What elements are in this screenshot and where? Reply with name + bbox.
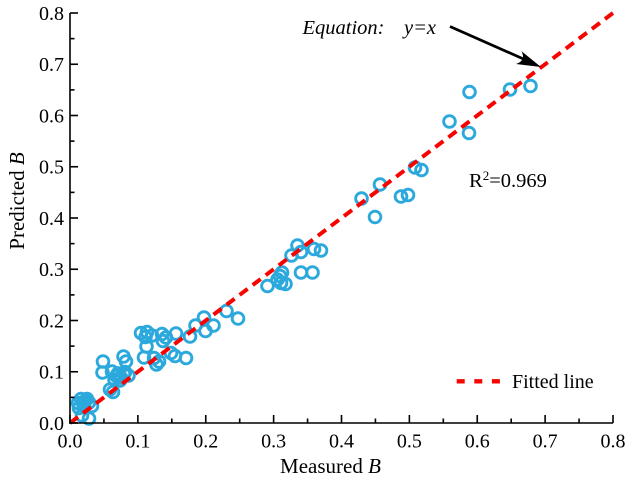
svg-text:0.1: 0.1 — [39, 362, 64, 384]
svg-text:0.2: 0.2 — [39, 310, 64, 332]
svg-text:0.2: 0.2 — [193, 431, 218, 453]
svg-text:0.8: 0.8 — [39, 3, 64, 25]
svg-text:R2=0.969: R2=0.969 — [469, 168, 547, 192]
svg-text:0.6: 0.6 — [465, 431, 490, 453]
svg-text:0.3: 0.3 — [261, 431, 286, 453]
svg-text:0.7: 0.7 — [39, 54, 64, 76]
svg-text:y=x: y=x — [402, 17, 436, 39]
svg-text:Predicted B: Predicted B — [5, 152, 29, 250]
svg-text:0.3: 0.3 — [39, 259, 64, 281]
svg-text:Fitted line: Fitted line — [512, 371, 594, 393]
svg-text:0.5: 0.5 — [397, 431, 422, 453]
svg-text:0.0: 0.0 — [39, 413, 64, 435]
svg-text:0.4: 0.4 — [329, 431, 354, 453]
svg-text:0.5: 0.5 — [39, 157, 64, 179]
svg-text:Equation:: Equation: — [302, 17, 385, 39]
svg-text:0.0: 0.0 — [58, 431, 83, 453]
svg-text:Measured B: Measured B — [280, 454, 381, 478]
svg-text:0.7: 0.7 — [533, 431, 558, 453]
svg-text:0.4: 0.4 — [39, 208, 64, 230]
svg-text:0.6: 0.6 — [39, 105, 64, 127]
svg-text:0.1: 0.1 — [125, 431, 150, 453]
svg-text:0.8: 0.8 — [601, 431, 626, 453]
